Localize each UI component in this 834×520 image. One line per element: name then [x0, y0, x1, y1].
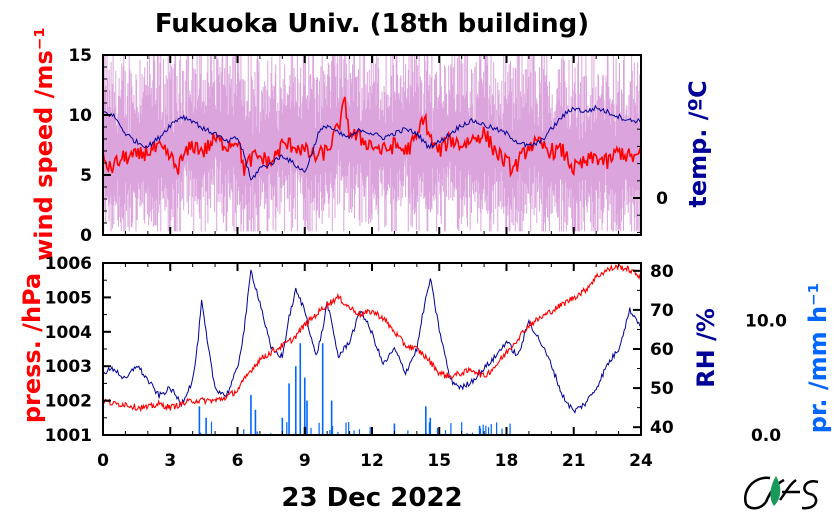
- wind-tick-label: 0: [80, 226, 92, 246]
- precip-bar: [358, 429, 361, 435]
- precip-bar: [200, 432, 202, 435]
- pressure-tick-label: 1001: [45, 426, 92, 446]
- precip-bar: [461, 422, 463, 435]
- pressure-series: [102, 262, 642, 413]
- rh-series: [102, 269, 641, 414]
- precip-bar: [330, 400, 333, 435]
- temp-tick-label: 0: [656, 189, 668, 209]
- precip-bar: [321, 343, 324, 435]
- precip-bar: [348, 422, 350, 435]
- precip-bar: [425, 406, 427, 435]
- precip-bar: [479, 428, 482, 435]
- x-tick-label: 24: [629, 451, 653, 471]
- wind-tick-label: 5: [80, 166, 92, 186]
- precip-bar: [286, 422, 288, 435]
- wind-axis-label: wind speed /ms⁻¹: [30, 27, 58, 261]
- precip-bar: [337, 431, 339, 435]
- precip-bar: [256, 431, 258, 435]
- precip-tick-label: 0.0: [751, 426, 781, 446]
- precip-bar: [369, 426, 371, 435]
- wind-tick-label: 15: [68, 46, 92, 66]
- rh-axis-label: RH /%: [692, 308, 720, 388]
- precip-bar: [331, 426, 334, 435]
- pressure-tick-label: 1004: [45, 323, 92, 343]
- precip-bar: [288, 383, 290, 435]
- precip-bar: [478, 425, 481, 435]
- precip-bar: [198, 406, 201, 435]
- precip-bar: [407, 430, 409, 435]
- precip-bar: [281, 417, 284, 435]
- precip-tick-label: 10.0: [745, 311, 787, 331]
- precip-bar: [318, 422, 320, 435]
- x-tick-label: 18: [495, 451, 519, 471]
- x-tick-label: 12: [360, 451, 384, 471]
- precip-axis-label: pr. /mm h⁻¹: [804, 283, 832, 433]
- x-tick-label: 0: [97, 451, 109, 471]
- precip-bar: [444, 430, 447, 435]
- rh-tick-label: 50: [650, 379, 674, 399]
- x-tick-label: 15: [427, 451, 451, 471]
- precip-bar: [429, 417, 432, 435]
- pressure-tick-label: 1003: [45, 357, 92, 377]
- x-tick-label: 9: [299, 451, 311, 471]
- precip-bar: [254, 409, 257, 435]
- temp-axis-label: temp. /ºC: [684, 80, 712, 207]
- temperature-series: [102, 104, 642, 181]
- pressure-tick-label: 1006: [45, 254, 92, 274]
- pressure-tick-label: 1005: [45, 288, 92, 308]
- x-axis-label: 23 Dec 2022: [281, 483, 462, 513]
- precip-bar: [310, 427, 312, 435]
- precip-bar: [250, 394, 252, 435]
- rh-tick-label: 80: [650, 262, 674, 282]
- precip-bar: [496, 422, 498, 435]
- precip-bar: [485, 425, 487, 435]
- precip-bar: [345, 422, 347, 435]
- precip-bar: [205, 417, 207, 435]
- precip-bar: [450, 423, 452, 435]
- chart-title: Fukuoka Univ. (18th building): [155, 9, 589, 39]
- precip-bar: [482, 424, 484, 435]
- precip-bar: [428, 422, 430, 435]
- wind-tick-label: 10: [68, 106, 92, 126]
- precip-bar: [393, 423, 396, 435]
- precip-bar: [329, 429, 331, 435]
- precip-bar: [501, 428, 503, 435]
- wind-mean-series: [102, 96, 642, 178]
- precip-bar: [299, 343, 302, 435]
- x-tick-label: 21: [562, 451, 586, 471]
- precip-bar: [436, 427, 439, 435]
- precip-bar: [243, 429, 245, 435]
- wind-temp-panel: 0 5 10 15 0: [68, 46, 668, 246]
- x-tick-label: 6: [232, 451, 244, 471]
- rh-tick-label: 60: [650, 340, 674, 360]
- precip-bar: [303, 377, 306, 435]
- x-tick-label: 3: [164, 451, 176, 471]
- pressure-axis-label: press. /hPa: [18, 273, 46, 423]
- bottom-plot-frame: [102, 262, 642, 436]
- precip-bar: [210, 421, 213, 435]
- rh-tick-label: 70: [650, 301, 674, 321]
- precip-bar: [471, 432, 474, 435]
- pressure-tick-label: 1002: [45, 392, 92, 412]
- precip-bar: [294, 366, 297, 435]
- logo-icon: [743, 476, 819, 510]
- rh-tick-label: 40: [650, 418, 674, 438]
- precip-bar: [306, 400, 308, 435]
- precip-bar: [487, 427, 490, 435]
- precip-bar: [490, 424, 492, 435]
- pressure-humidity-panel: 10011002100310041005100640506070800.010.…: [45, 254, 787, 471]
- precip-bar: [509, 423, 511, 435]
- precip-bar: [353, 430, 355, 435]
